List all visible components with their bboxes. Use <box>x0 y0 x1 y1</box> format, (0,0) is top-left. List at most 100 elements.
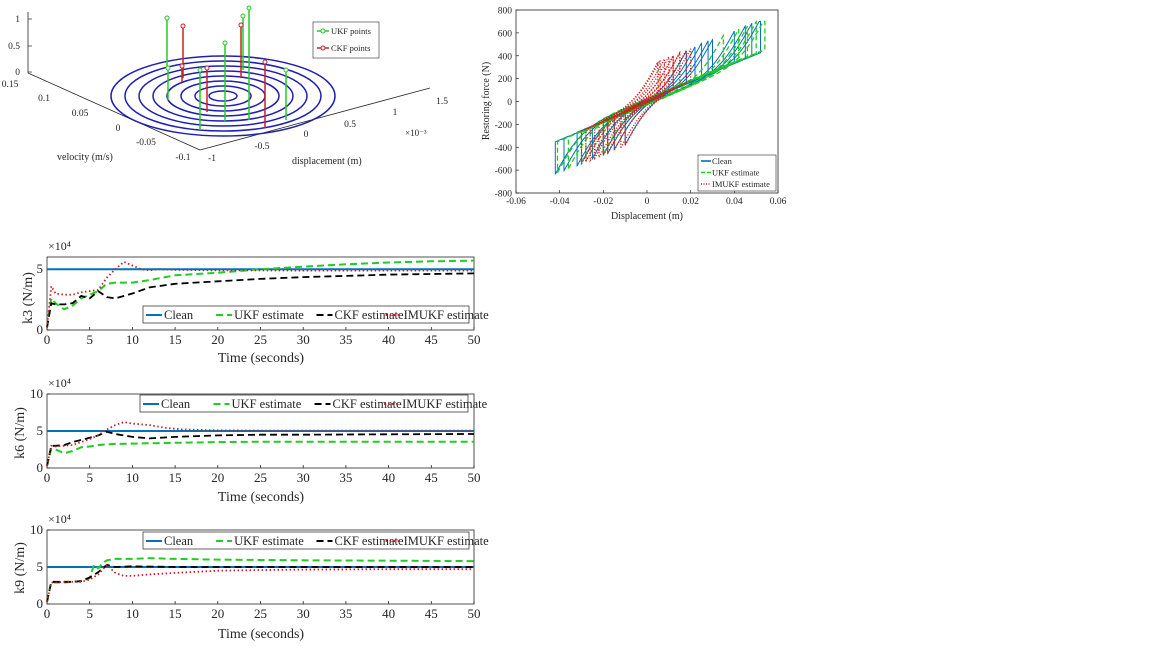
k9-y-tick-label: 0 <box>37 596 44 611</box>
k6-x-tick-label: 25 <box>254 470 267 485</box>
k3-series-ckf-estimate <box>46 272 475 328</box>
3d-contour-ring <box>110 55 336 137</box>
k3-x-tick-label: 0 <box>44 332 51 347</box>
k3-y-tick-label: 0 <box>37 322 44 337</box>
hyst-x-tick-label: 0.02 <box>682 197 699 207</box>
hyst-loop <box>589 50 681 163</box>
k6-y-label: k6 (N/m) <box>13 407 28 459</box>
k9-legend-box <box>142 531 470 550</box>
3d-contour-ring <box>124 60 322 132</box>
3d-z-tick-label: 1 <box>15 15 20 25</box>
k3-x-label: Time (seconds) <box>218 351 305 366</box>
hyst-legend-label: Clean <box>712 156 733 166</box>
k9-y-exponent: ×10⁴ <box>48 512 71 526</box>
k9-legend: Clean UKF estimate CKF estimate IMUKF estim… <box>142 531 490 550</box>
k3-x-tick-label: 15 <box>169 332 182 347</box>
k6-x-tick-label: 5 <box>86 470 93 485</box>
hyst-x-tick-label: 0 <box>645 197 650 207</box>
sigma-points-3d-plot: displacement (m) velocity (m/s) ×10⁻³ 0 0… <box>2 5 448 167</box>
k9-x-tick-label: 35 <box>339 606 352 621</box>
k6-y-tick-label: 10 <box>30 386 43 401</box>
3d-ukf-point <box>164 15 170 21</box>
k9-plot: Time (seconds) k9 (N/m) ×10⁴ 0 5 10 15 20 25 3… <box>13 512 489 642</box>
k3-y-label: k3 (N/m) <box>21 272 36 324</box>
hyst-x-tick-label: 0.04 <box>726 197 743 207</box>
k3-x-tick-label: 35 <box>339 332 352 347</box>
hyst-loop <box>556 20 766 173</box>
3d-x-tick-label: 0.5 <box>344 120 356 130</box>
k6-series-ukf-estimate <box>46 440 474 467</box>
k3-x-tick-label: 20 <box>211 332 224 347</box>
hyst-x-label: Displacement (m) <box>611 211 683 222</box>
3d-x-tick-label: -1 <box>208 154 216 164</box>
k6-x-tick-label: 15 <box>169 470 182 485</box>
k6-x-tick-label: 35 <box>339 470 352 485</box>
3d-ckf-point <box>204 65 210 71</box>
k6-x-tick-label: 30 <box>297 470 310 485</box>
k6-legend-label: CKF estimate <box>333 397 403 411</box>
3d-ukf-point <box>283 67 289 73</box>
hyst-loop <box>607 51 681 153</box>
k6-x-tick-label: 45 <box>425 470 438 485</box>
k3-y-exponent: ×10⁴ <box>48 239 71 253</box>
k6-series-imukf-estimate <box>46 421 474 466</box>
k6-x-tick-label: 20 <box>211 470 224 485</box>
3d-contour-ring <box>138 65 308 127</box>
axis-3d-x-label: displacement (m) <box>292 156 362 167</box>
3d-ukf-point <box>165 65 171 71</box>
k6-x-tick-label: 10 <box>126 470 139 485</box>
hyst-x-tick-label: -0.06 <box>506 197 526 207</box>
k3-series-ukf-estimate <box>46 259 475 328</box>
k9-x-tick-label: 20 <box>211 606 224 621</box>
3d-y-tick-label: -0.1 <box>175 153 190 163</box>
hyst-y-tick-label: -600 <box>495 167 513 177</box>
3d-legend-box <box>312 21 380 59</box>
k9-x-tick-label: 5 <box>86 606 93 621</box>
k9-x-tick-label: 10 <box>126 606 139 621</box>
hyst-y-tick-label: 0 <box>507 98 512 108</box>
3d-axis-line <box>27 72 201 151</box>
k9-x-tick-label: 0 <box>44 606 51 621</box>
hyst-series-imukf-estimate <box>580 48 692 166</box>
hyst-y-tick-label: -800 <box>495 190 513 200</box>
3d-x-tick-label: 1.5 <box>436 97 448 107</box>
hyst-loop <box>598 58 661 158</box>
axis-3d-x-exponent: ×10⁻³ <box>405 128 427 138</box>
3d-ukf-point <box>222 40 228 46</box>
3d-ckf-point <box>180 23 186 29</box>
k6-x-tick-label: 0 <box>44 470 51 485</box>
k3-x-tick-label: 45 <box>425 332 438 347</box>
3d-legend-label: CKF points <box>331 43 370 53</box>
hyst-x-tick-label: -0.02 <box>593 197 613 207</box>
k3-legend-label: CKF estimate <box>334 308 404 322</box>
3d-legend-marker <box>320 28 326 34</box>
hyst-y-tick-label: 400 <box>498 52 513 62</box>
k3-series-imukf-estimate <box>46 261 474 328</box>
hyst-y-tick-label: -200 <box>495 121 513 131</box>
k6-plot: Time (seconds) k6 (N/m) ×10⁴ 0 5 10 15 20 25 3… <box>13 376 488 505</box>
3d-ckf-point <box>262 59 268 65</box>
hyst-y-label: Restoring force (N) <box>481 62 492 140</box>
hyst-loop <box>585 48 692 162</box>
k9-x-tick-label: 40 <box>382 606 395 621</box>
3d-ukf-point <box>197 67 203 73</box>
3d-y-tick-label: 0 <box>116 124 121 134</box>
k9-legend-label: IMUKF estimate <box>404 534 490 548</box>
3d-legend-marker <box>320 45 326 51</box>
hyst-legend-label: IMUKF estimate <box>712 179 770 189</box>
3d-ckf-point <box>179 63 185 69</box>
k9-x-tick-label: 25 <box>254 606 267 621</box>
3d-legend-label: UKF points <box>331 26 371 36</box>
k3-x-tick-label: 5 <box>86 332 93 347</box>
k9-x-tick-label: 45 <box>425 606 438 621</box>
k9-y-label: k9 (N/m) <box>13 542 28 594</box>
3d-contour-ring <box>166 75 280 117</box>
hyst-loop <box>624 55 674 146</box>
3d-ukf-point <box>240 13 246 19</box>
3d-contour-ring <box>208 90 238 102</box>
k9-x-tick-label: 50 <box>468 606 481 621</box>
3d-y-tick-label: 0.05 <box>72 109 89 119</box>
k3-plot: Time (seconds) k3 (N/m) ×10⁴ 0 5 10 15 20 25 3… <box>21 239 489 366</box>
hyst-loop <box>593 48 687 161</box>
